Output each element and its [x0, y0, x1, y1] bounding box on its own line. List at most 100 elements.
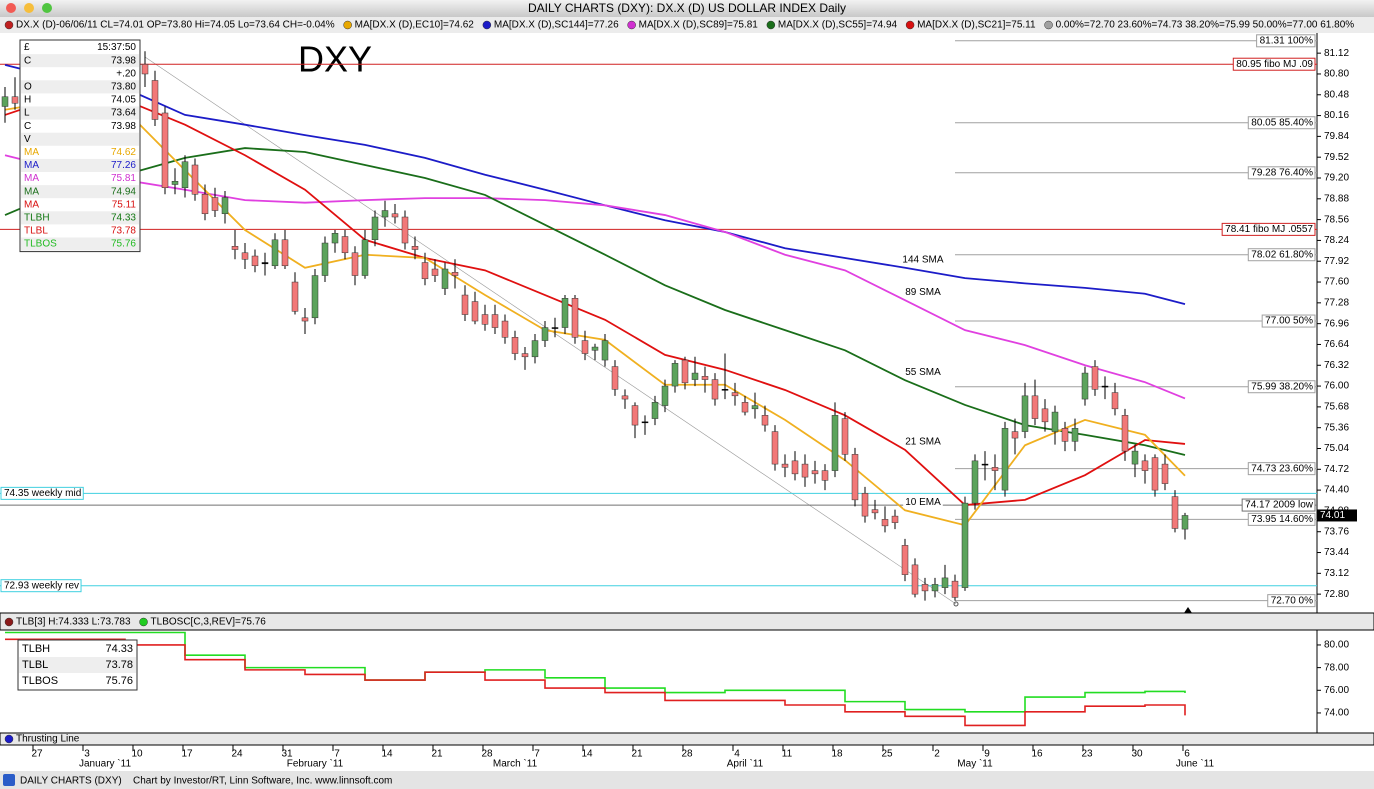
- level-label-box: [1256, 34, 1316, 48]
- candle-body: [1061, 428, 1069, 442]
- candle-body: [191, 164, 199, 195]
- candle-body: [811, 470, 819, 475]
- x-tick-label: 23: [1081, 749, 1093, 760]
- x-tick-label: 27: [31, 749, 43, 760]
- info-value: 77.26: [111, 160, 136, 171]
- info-row-bg: [21, 211, 139, 225]
- level-label: 73.95 14.60%: [1251, 514, 1313, 525]
- close-button[interactable]: [6, 3, 16, 13]
- status-credit: Chart by Investor/RT, Linn Software, Inc…: [133, 776, 392, 787]
- candle-body: [521, 353, 529, 358]
- candle-body: [451, 272, 459, 276]
- step-line: [5, 638, 1186, 727]
- candle-body: [421, 262, 429, 280]
- level-label-box: [1232, 57, 1316, 71]
- y-tick-label: 79.20: [1324, 173, 1349, 184]
- main-plot: [0, 33, 1317, 613]
- info-label: TLBOS: [22, 675, 58, 687]
- candle-body: [981, 463, 989, 466]
- y-tick-label: 80.80: [1324, 69, 1349, 80]
- x-tick-label: 31: [281, 749, 293, 760]
- x-tick-label: 11: [782, 749, 793, 760]
- legend-icon: [1044, 20, 1053, 30]
- candle-body: [501, 320, 509, 338]
- level-label: 74.73 23.60%: [1251, 463, 1313, 474]
- candle-body: [921, 584, 929, 592]
- legend-icon: [4, 20, 14, 30]
- y-tick-label: 74.72: [1324, 464, 1349, 475]
- candle-body: [141, 63, 149, 75]
- info-row-bg: [21, 106, 139, 120]
- info-value: 74.33: [111, 212, 136, 223]
- info-value: 75.81: [111, 173, 136, 184]
- zoom-button[interactable]: [42, 3, 52, 13]
- level-label-box: [1247, 116, 1316, 130]
- candle-body: [641, 421, 649, 424]
- legend-icon: [766, 20, 776, 30]
- legend-text: MA[DX.X (D),SC21]=75.11: [917, 20, 1036, 31]
- candle-body: [961, 502, 969, 588]
- level-label: 80.95 fibo MJ .09: [1236, 59, 1313, 70]
- candle-body: [771, 431, 779, 465]
- legend-icon: [627, 20, 636, 30]
- candle-body: [1001, 428, 1009, 491]
- candle-body: [911, 564, 919, 595]
- thrusting-bar: [0, 732, 1374, 746]
- info-label: TLBL: [24, 226, 48, 237]
- info-label: C: [24, 121, 31, 132]
- candle-body: [481, 314, 489, 325]
- info-value: 75.76: [111, 239, 136, 250]
- info-row-bg: [21, 80, 139, 94]
- candle-body: [551, 327, 559, 329]
- info-label: H: [24, 95, 31, 106]
- info-label: TLBH: [24, 212, 50, 223]
- candle-body: [931, 584, 939, 592]
- y-tick-label: 73.76: [1324, 526, 1349, 537]
- candle-body: [1081, 372, 1089, 400]
- info-row-bg: [21, 237, 139, 251]
- level-label: 78.02 61.80%: [1251, 249, 1313, 260]
- candle-body: [871, 509, 879, 514]
- candle-body: [581, 340, 589, 354]
- candle-body: [461, 294, 469, 315]
- level-label-box: [1221, 222, 1316, 236]
- candle-body: [801, 463, 809, 478]
- candle-body: [301, 317, 309, 322]
- y-tick-label: 74.40: [1324, 485, 1349, 496]
- candle-body: [311, 275, 319, 319]
- info-label: O: [24, 81, 32, 92]
- minimize-button[interactable]: [24, 3, 34, 13]
- candle-body: [1, 96, 9, 107]
- candle-body: [651, 402, 659, 419]
- info-label: TLBL: [22, 659, 48, 671]
- lower-plot-area: [5, 631, 1186, 727]
- y-tick-label: 81.12: [1324, 48, 1349, 59]
- info-label: MA: [24, 186, 39, 197]
- candle-body: [591, 346, 599, 351]
- candle-body: [711, 379, 719, 400]
- x-tick-label: 7: [534, 749, 540, 760]
- info-label: C: [24, 55, 31, 66]
- candle-body: [1041, 408, 1049, 423]
- y-tick-label: 76.64: [1324, 339, 1349, 350]
- candle-body: [941, 577, 949, 588]
- info-value: 73.78: [105, 659, 133, 671]
- candle-body: [1051, 411, 1059, 432]
- info-row-bg: [19, 657, 136, 673]
- candle-body: [541, 327, 549, 341]
- title-bar: [0, 0, 1374, 17]
- info-value: 74.33: [105, 643, 133, 655]
- legend-icon: [4, 734, 14, 744]
- ma-line: [4, 147, 1186, 456]
- x-tick-label: 9: [984, 749, 990, 760]
- level-label-box: [0, 486, 84, 500]
- info-value: +.20: [116, 68, 136, 79]
- candle-body: [571, 298, 579, 338]
- candle-body: [991, 467, 999, 471]
- legend-icon: [343, 20, 352, 30]
- y-tick-label: 78.24: [1324, 235, 1349, 246]
- info-row-bg: [21, 158, 139, 172]
- x-tick-label: 28: [681, 749, 693, 760]
- candle-body: [821, 470, 829, 481]
